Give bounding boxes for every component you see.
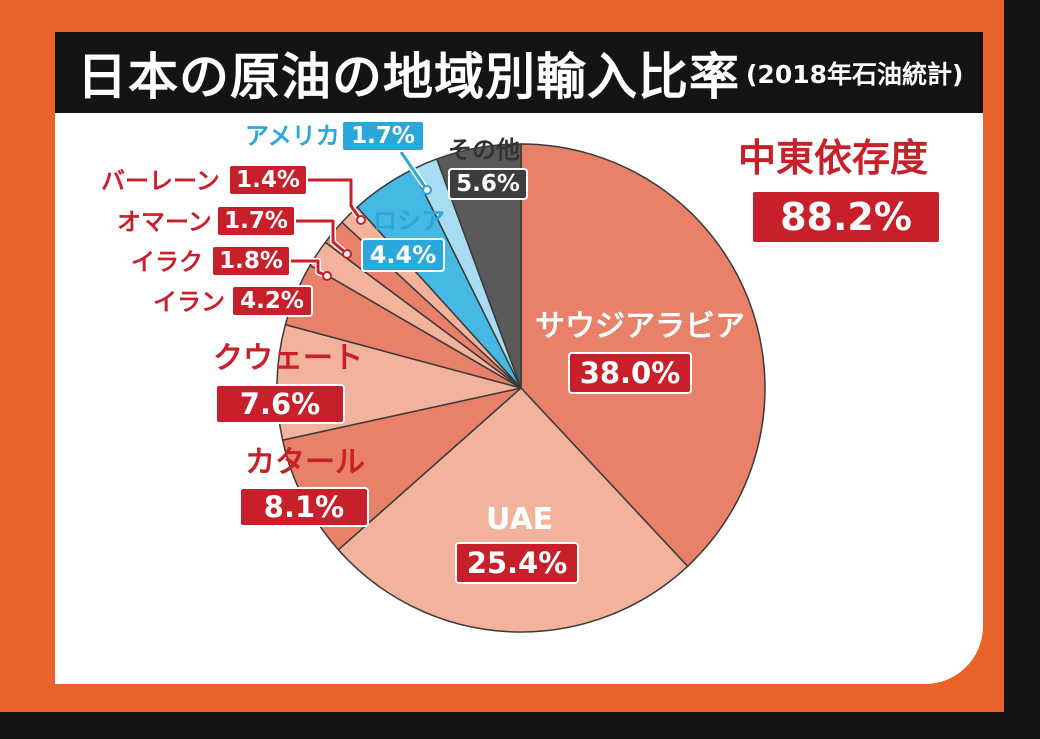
slice-value-bahrain: 1.4% <box>228 164 308 196</box>
pie-slices <box>276 143 766 633</box>
slice-label-qatar: カタール <box>245 445 365 480</box>
chart-subtitle: (2018年石油統計) <box>746 59 964 89</box>
leader-iraq-dot <box>322 271 332 281</box>
slice-label-saudi: サウジアラビア <box>535 309 745 344</box>
frame-border-bottom <box>0 712 1040 739</box>
middle-east-dependency-value: 88.2% <box>751 190 941 244</box>
slice-label-uae: UAE <box>486 502 554 537</box>
leader-america <box>399 151 429 191</box>
pie-slice-uae <box>337 387 689 633</box>
slice-value-qatar: 8.1% <box>239 487 369 527</box>
middle-east-dependency-label: 中東依存度 <box>738 136 929 180</box>
leader-bahrain-dot <box>356 215 366 225</box>
leader-lines <box>291 150 432 281</box>
chart-title: 日本の原油の地域別輸入比率 <box>77 47 740 106</box>
slice-value-russia: 4.4% <box>361 238 445 272</box>
slice-value-saudi: 38.0% <box>568 352 692 394</box>
slice-value-iraq: 1.8% <box>211 245 291 277</box>
slice-label-russia: ロシア <box>373 207 445 235</box>
pie-chart <box>276 143 766 633</box>
slice-label-other: その他 <box>448 136 520 164</box>
leader-america-dot <box>422 185 432 195</box>
frame-border-right <box>1004 0 1040 739</box>
slice-label-bahrain: バーレーン <box>101 167 220 195</box>
slice-label-oman: オマーン <box>117 208 212 236</box>
slice-value-iran: 4.2% <box>231 285 313 317</box>
title-bar: 日本の原油の地域別輸入比率 (2018年石油統計) <box>55 32 983 113</box>
slice-value-kuwait: 7.6% <box>215 384 345 424</box>
leader-bahrain-outline <box>308 177 364 222</box>
slice-label-america: アメリカ <box>245 122 340 150</box>
leader-oman <box>296 219 348 256</box>
slice-value-uae: 25.4% <box>455 542 579 584</box>
leader-bahrain <box>308 178 363 221</box>
pie-slice-other <box>436 143 522 389</box>
slice-label-iraq: イラク <box>131 248 203 276</box>
chart-panel: 日本の原油の地域別輸入比率 (2018年石油統計) 中東依存度 88.2% サウ… <box>55 32 983 684</box>
slice-value-oman: 1.7% <box>216 205 296 237</box>
slice-label-iran: イラン <box>153 288 225 316</box>
slice-value-other: 5.6% <box>448 168 528 200</box>
slice-value-america: 1.7% <box>341 120 425 152</box>
slice-label-kuwait: クウェート <box>213 341 363 376</box>
leader-oman-dot <box>342 249 352 259</box>
